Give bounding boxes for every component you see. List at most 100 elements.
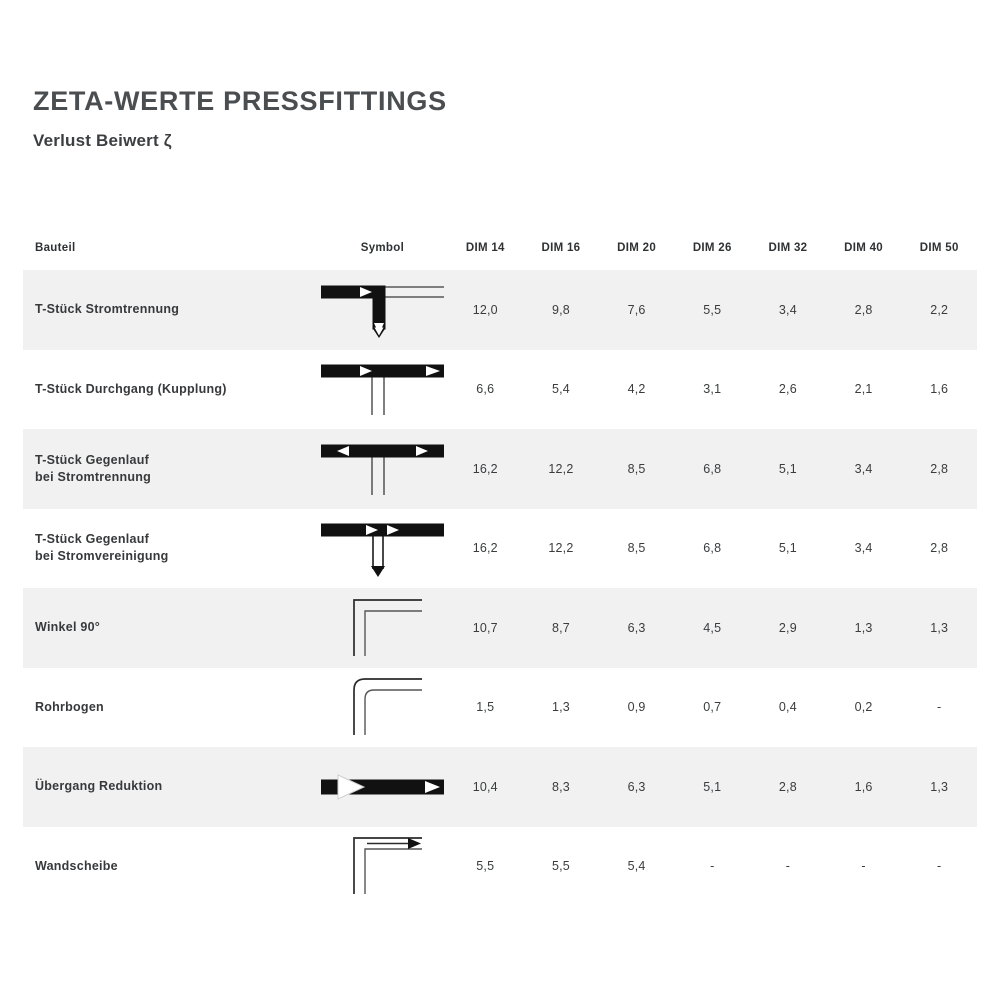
cell-bauteil: Winkel 90° [35,620,101,635]
tee-branch-split-icon [320,285,444,338]
table-row: T-Stück Gegenlauf bei Stromtrennung 16,2… [23,429,977,509]
wall-plate-elbow-icon [353,837,422,895]
cell-symbol [317,514,447,582]
page-subtitle: Verlust Beiwert ζ [33,131,172,150]
cell-dim-32: 3,4 [778,302,797,317]
cell-symbol [317,673,447,741]
cell-dim-26: 5,5 [703,302,722,317]
cell-dim-40: - [861,859,866,874]
cell-bauteil: T-Stück Gegenlauf bei Stromtrennung [35,452,152,484]
cell-bauteil: T-Stück Durchgang (Kupplung) [35,381,227,396]
cell-dim-14: 10,4 [472,779,498,794]
table-row: Wandscheibe 5,5 5,5 5,4 - - - - [23,827,977,907]
cell-dim-20: 7,6 [627,302,646,317]
cell-dim-26: 0,7 [703,700,722,715]
cell-dim-16: 5,4 [551,382,570,397]
cell-dim-20: 6,3 [627,620,646,635]
table-row: Winkel 90° 10,7 8,7 6,3 4,5 2,9 1,3 1,3 [23,588,977,668]
cell-dim-32: 2,9 [778,620,797,635]
pipe-bend-rounded-icon [353,678,422,736]
cell-symbol [317,753,447,821]
column-header-bauteil: Bauteil [35,241,76,254]
column-header-dim-16: DIM 16 [541,241,581,254]
cell-dim-50: 2,2 [930,302,949,317]
reducer-transition-icon [320,773,444,800]
cell-dim-50: 2,8 [930,541,949,556]
cell-dim-26: - [710,859,715,874]
cell-dim-20: 4,2 [627,382,646,397]
cell-bauteil: Wandscheibe [35,858,118,873]
page-header: ZETA-WERTE PRESSFITTINGS Verlust Beiwert… [33,86,447,151]
cell-bauteil: T-Stück Gegenlauf bei Stromvereinigung [35,532,169,564]
cell-dim-50: - [937,700,942,715]
cell-dim-20: 5,4 [627,859,646,874]
cell-dim-40: 2,1 [854,382,873,397]
cell-dim-14: 10,7 [472,620,498,635]
cell-dim-16: 5,5 [551,859,570,874]
cell-dim-32: 5,1 [778,541,797,556]
column-header-dim-32: DIM 32 [768,241,808,254]
tee-counterflow-split-icon [320,444,444,495]
cell-symbol [317,276,447,344]
tee-straight-through-icon [320,364,444,416]
cell-dim-16: 8,7 [551,620,570,635]
zeta-values-table: Bauteil Symbol DIM 14 DIM 16 DIM 20 DIM … [23,225,977,906]
cell-dim-50: 2,8 [930,461,949,476]
cell-dim-14: 1,5 [476,700,495,715]
cell-dim-50: - [937,859,942,874]
cell-dim-14: 12,0 [472,302,498,317]
column-header-dim-40: DIM 40 [844,241,883,254]
cell-dim-40: 0,2 [854,700,873,715]
cell-dim-14: 16,2 [472,461,498,476]
column-header-symbol: Symbol [360,241,405,254]
cell-dim-26: 4,5 [703,620,722,635]
column-header-dim-14: DIM 14 [465,241,505,254]
cell-dim-32: 5,1 [778,461,797,476]
cell-bauteil: Übergang Reduktion [35,779,163,794]
table-row: Rohrbogen 1,5 1,3 0,9 0,7 0,4 0,2 - [23,668,977,748]
cell-dim-32: 0,4 [778,700,797,715]
cell-dim-16: 9,8 [551,302,570,317]
cell-dim-40: 1,6 [854,779,873,794]
cell-dim-32: 2,6 [778,382,797,397]
cell-dim-26: 6,8 [703,541,722,556]
cell-dim-50: 1,3 [930,779,949,794]
cell-dim-14: 5,5 [476,859,495,874]
cell-dim-40: 3,4 [854,461,873,476]
column-header-dim-50: DIM 50 [919,241,959,254]
cell-dim-40: 1,3 [854,620,873,635]
cell-symbol [317,832,447,900]
tee-counterflow-merge-icon [320,523,444,578]
cell-dim-32: - [785,859,791,874]
cell-dim-20: 8,5 [627,461,646,476]
cell-bauteil: Rohrbogen [35,699,104,714]
cell-symbol [317,594,447,662]
cell-dim-16: 8,3 [551,779,570,794]
cell-bauteil: T-Stück Stromtrennung [35,302,180,317]
cell-dim-20: 0,9 [627,700,646,715]
cell-dim-26: 6,8 [703,461,722,476]
column-header-dim-20: DIM 20 [617,241,657,254]
table-row: Übergang Reduktion 10,4 8,3 6,3 5,1 2,8 … [23,747,977,827]
cell-dim-16: 12,2 [548,541,574,556]
elbow-90-sharp-icon [353,598,422,656]
cell-dim-14: 6,6 [476,382,495,397]
page-title: ZETA-WERTE PRESSFITTINGS [33,86,447,116]
cell-dim-40: 2,8 [854,302,873,317]
table-header-row: Bauteil Symbol DIM 14 DIM 16 DIM 20 DIM … [23,225,977,270]
cell-dim-20: 6,3 [627,779,646,794]
cell-dim-40: 3,4 [854,541,873,556]
table-row: T-Stück Durchgang (Kupplung) 6,6 5,4 4,2… [23,350,977,430]
column-header-dim-26: DIM 26 [692,241,732,254]
cell-symbol [317,355,447,423]
cell-dim-50: 1,3 [930,620,949,635]
cell-dim-26: 5,1 [703,779,722,794]
cell-dim-14: 16,2 [472,541,498,556]
cell-dim-16: 12,2 [548,461,574,476]
table-row: T-Stück Gegenlauf bei Stromvereinigung 1… [23,509,977,589]
table-row: T-Stück Stromtrennung [23,270,977,350]
cell-dim-20: 8,5 [627,541,646,556]
cell-dim-26: 3,1 [703,382,722,397]
cell-dim-16: 1,3 [551,700,570,715]
